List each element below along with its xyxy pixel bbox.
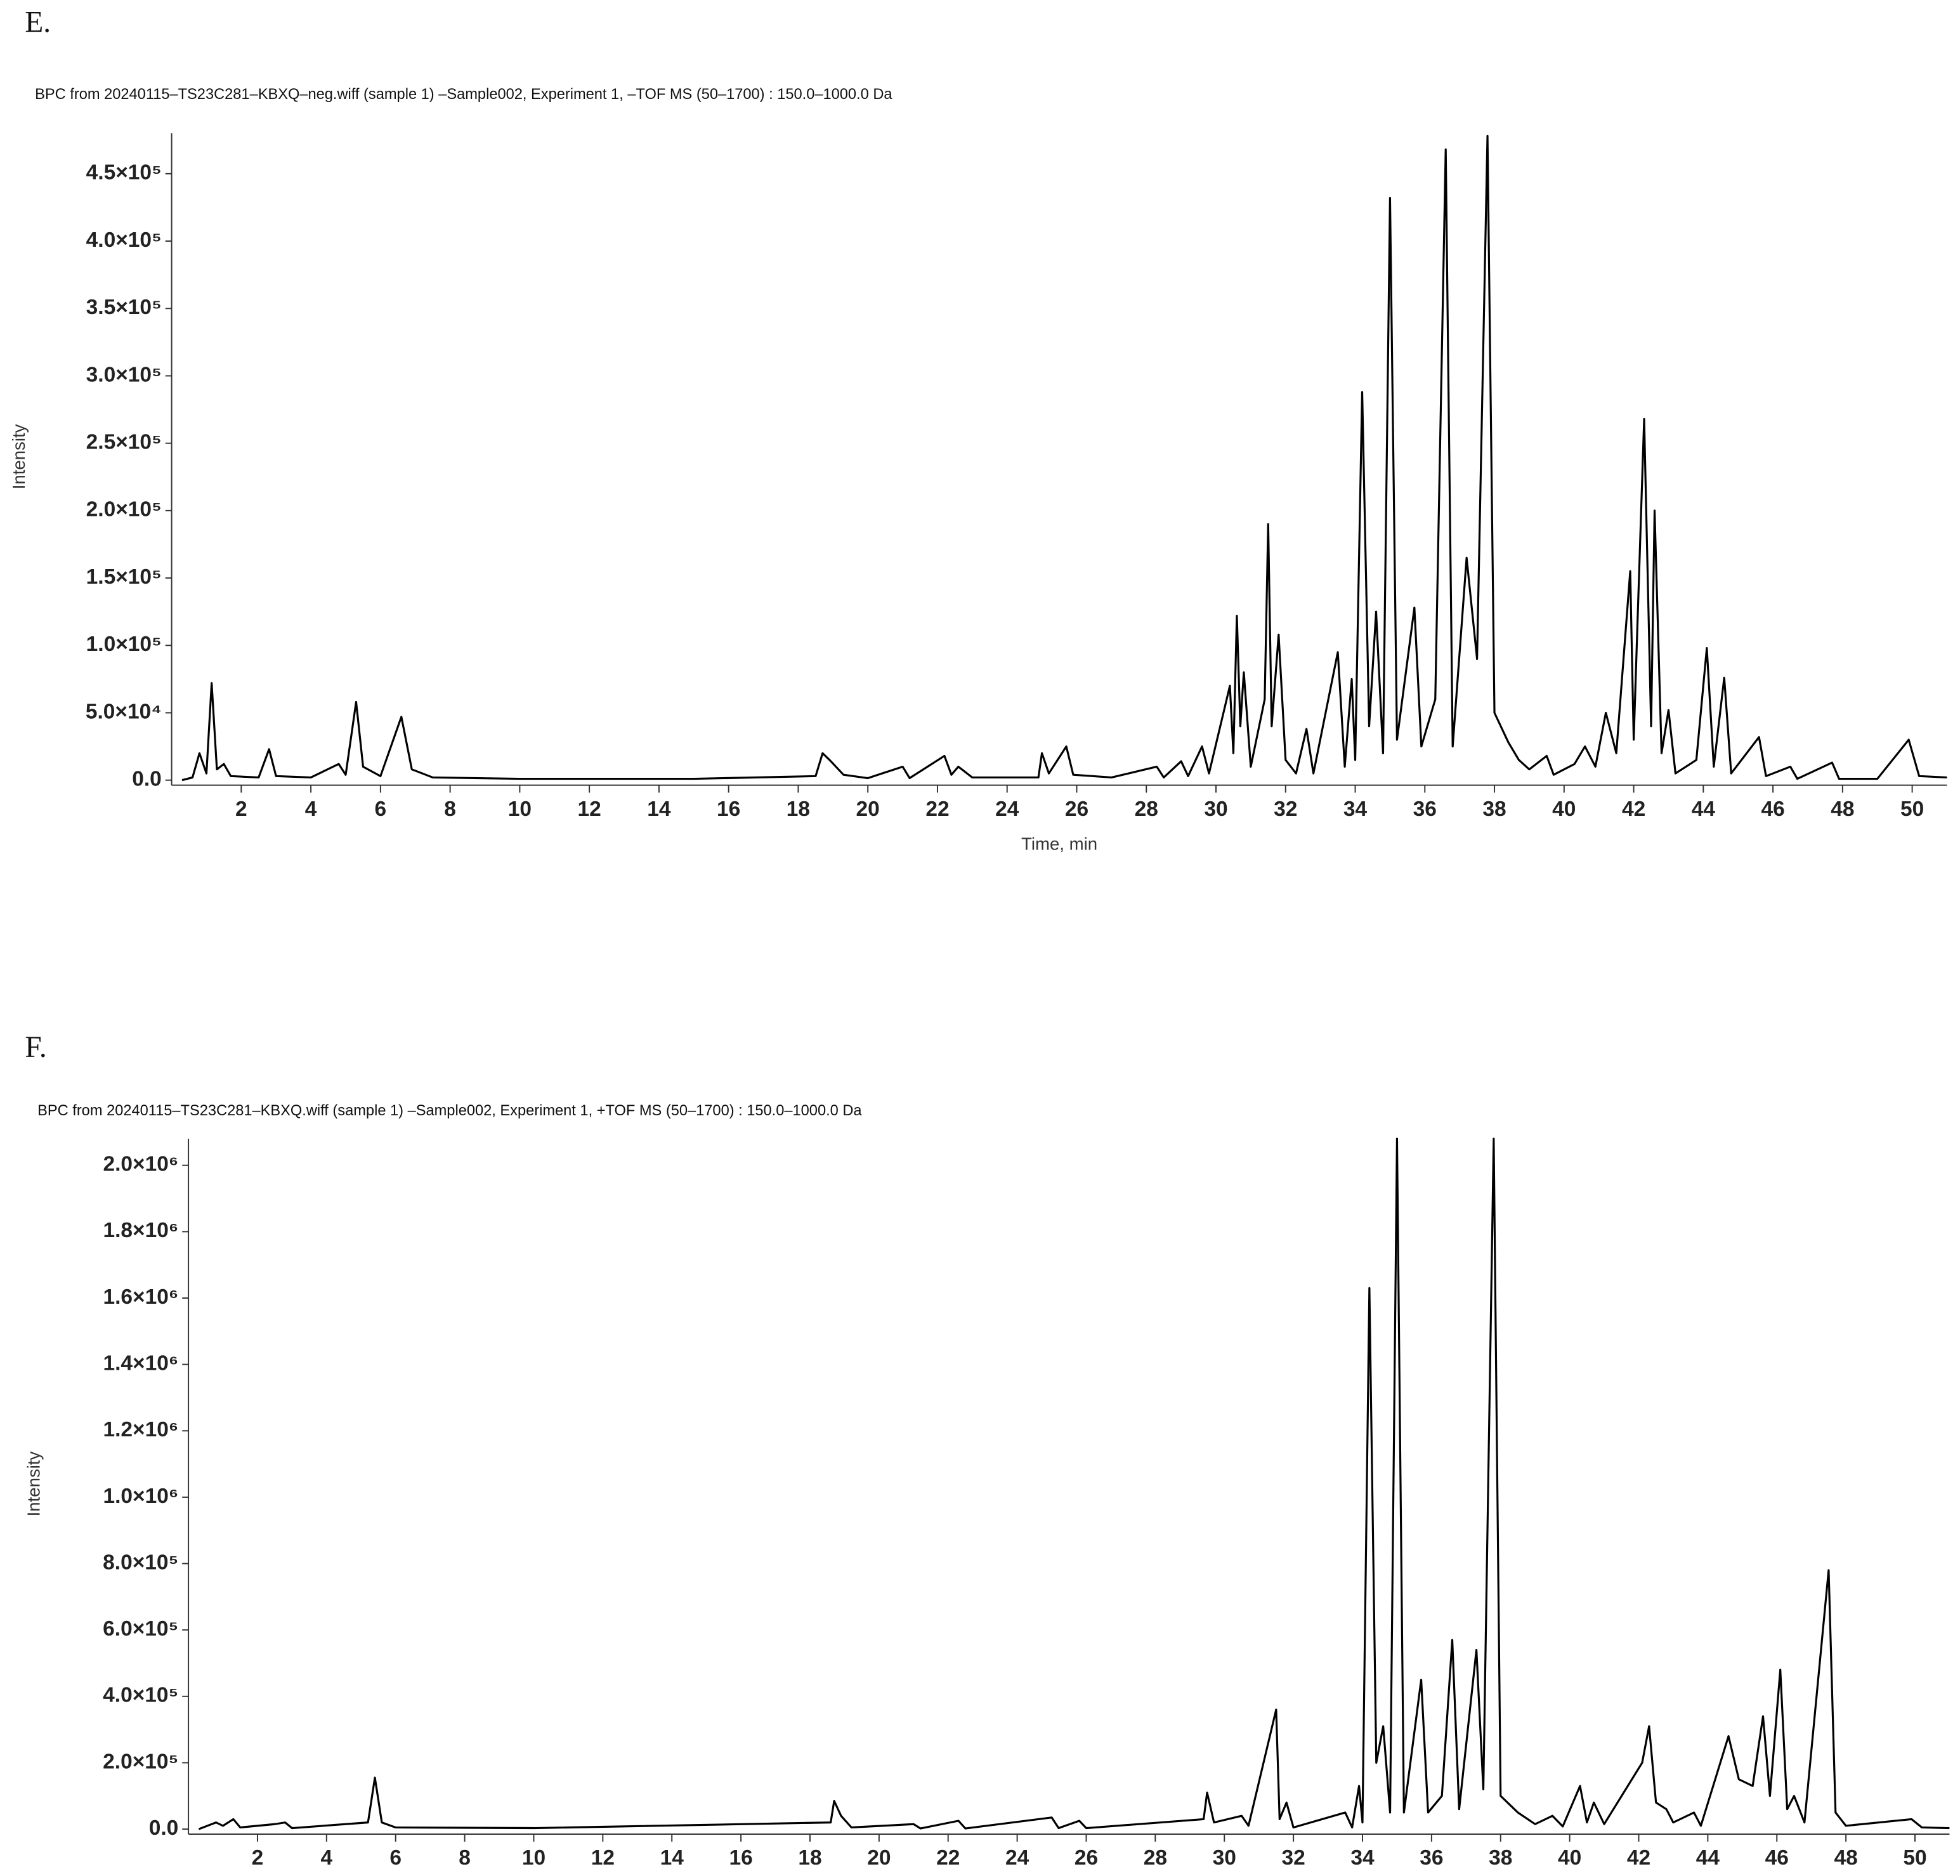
chart-title: BPC from 20240115–TS23C281–KBXQ–neg.wiff… <box>35 86 892 103</box>
x-tick-label: 18 <box>798 1846 821 1870</box>
x-tick-label: 16 <box>717 797 740 821</box>
y-tick-label: 3.0×10⁵ <box>86 363 162 386</box>
x-tick-label: 44 <box>1696 1846 1720 1870</box>
y-tick-label: 2.0×10⁶ <box>103 1153 178 1176</box>
x-tick-label: 36 <box>1420 1846 1443 1870</box>
y-tick-label: 2.0×10⁵ <box>103 1750 178 1773</box>
y-tick-label: 8.0×10⁵ <box>103 1551 178 1574</box>
x-tick-label: 4 <box>321 1846 333 1870</box>
x-tick-label: 10 <box>522 1846 546 1870</box>
x-tick-label: 28 <box>1144 1846 1167 1870</box>
x-tick-label: 22 <box>936 1846 960 1870</box>
chromatogram-line <box>181 134 1947 782</box>
x-tick-label: 6 <box>375 797 387 821</box>
chromatogram-line <box>198 1138 1950 1830</box>
panel-label: F. <box>25 1031 46 1064</box>
y-tick-label: 4.0×10⁵ <box>103 1684 178 1707</box>
y-tick-label: 1.5×10⁵ <box>86 565 162 589</box>
x-tick-label: 10 <box>508 797 532 821</box>
x-tick-label: 28 <box>1135 797 1158 821</box>
y-tick-label: 1.2×10⁶ <box>103 1418 178 1441</box>
y-tick-label: 4.5×10⁵ <box>86 161 162 185</box>
y-tick-label: 1.8×10⁶ <box>103 1219 178 1242</box>
x-tick-label: 24 <box>995 797 1019 821</box>
x-tick-label: 46 <box>1761 797 1784 821</box>
y-tick-label: 2.0×10⁵ <box>86 498 162 521</box>
x-tick-label: 4 <box>305 797 317 821</box>
x-tick-label: 46 <box>1765 1846 1789 1870</box>
x-tick-label: 2 <box>235 797 247 821</box>
y-tick-label: 1.6×10⁶ <box>103 1285 178 1309</box>
y-tick-label: 0.0 <box>149 1816 179 1840</box>
x-tick-label: 12 <box>591 1846 615 1870</box>
x-tick-label: 50 <box>1900 797 1924 821</box>
y-tick-label: 5.0×10⁴ <box>86 700 162 723</box>
y-tick-label: 2.5×10⁵ <box>86 430 162 454</box>
x-tick-label: 18 <box>787 797 810 821</box>
panel-label: E. <box>25 6 51 39</box>
x-tick-label: 26 <box>1075 1846 1098 1870</box>
x-tick-label: 32 <box>1274 797 1297 821</box>
x-tick-label: 6 <box>389 1846 402 1870</box>
x-tick-label: 8 <box>444 797 456 821</box>
x-tick-label: 40 <box>1552 797 1576 821</box>
y-tick-label: 6.0×10⁵ <box>103 1617 178 1641</box>
y-tick-label: 1.0×10⁵ <box>86 633 162 656</box>
x-tick-label: 26 <box>1065 797 1088 821</box>
y-tick-label: 1.0×10⁶ <box>103 1485 178 1508</box>
x-tick-label: 34 <box>1343 797 1368 821</box>
y-tick-label: 0.0 <box>132 768 162 791</box>
x-tick-label: 34 <box>1350 1846 1375 1870</box>
x-axis-title: Time, min <box>1021 834 1097 853</box>
x-tick-label: 14 <box>647 797 671 821</box>
x-tick-label: 44 <box>1692 797 1716 821</box>
x-tick-label: 22 <box>925 797 949 821</box>
x-tick-label: 14 <box>660 1846 684 1870</box>
x-tick-label: 48 <box>1831 797 1854 821</box>
y-tick-label: 3.5×10⁵ <box>86 296 162 319</box>
x-tick-label: 12 <box>578 797 601 821</box>
y-tick-label: 1.4×10⁶ <box>103 1351 178 1375</box>
x-tick-label: 42 <box>1627 1846 1650 1870</box>
x-tick-label: 42 <box>1622 797 1645 821</box>
x-tick-label: 20 <box>867 1846 891 1870</box>
y-axis-title: Intensity <box>9 424 29 489</box>
x-tick-label: 2 <box>252 1846 264 1870</box>
x-tick-label: 32 <box>1281 1846 1305 1870</box>
x-tick-label: 30 <box>1204 797 1227 821</box>
x-tick-label: 30 <box>1213 1846 1236 1870</box>
y-axis-title: Intensity <box>23 1451 43 1516</box>
x-tick-label: 50 <box>1903 1846 1926 1870</box>
y-tick-label: 4.0×10⁵ <box>86 228 162 252</box>
x-tick-label: 16 <box>729 1846 752 1870</box>
x-tick-label: 20 <box>856 797 880 821</box>
x-tick-label: 48 <box>1834 1846 1857 1870</box>
x-tick-label: 8 <box>459 1846 471 1870</box>
chart-title: BPC from 20240115–TS23C281–KBXQ.wiff (sa… <box>37 1103 862 1119</box>
x-tick-label: 38 <box>1489 1846 1512 1870</box>
x-tick-label: 36 <box>1413 797 1437 821</box>
x-tick-label: 38 <box>1482 797 1506 821</box>
x-tick-label: 24 <box>1005 1846 1029 1870</box>
x-tick-label: 40 <box>1558 1846 1581 1870</box>
